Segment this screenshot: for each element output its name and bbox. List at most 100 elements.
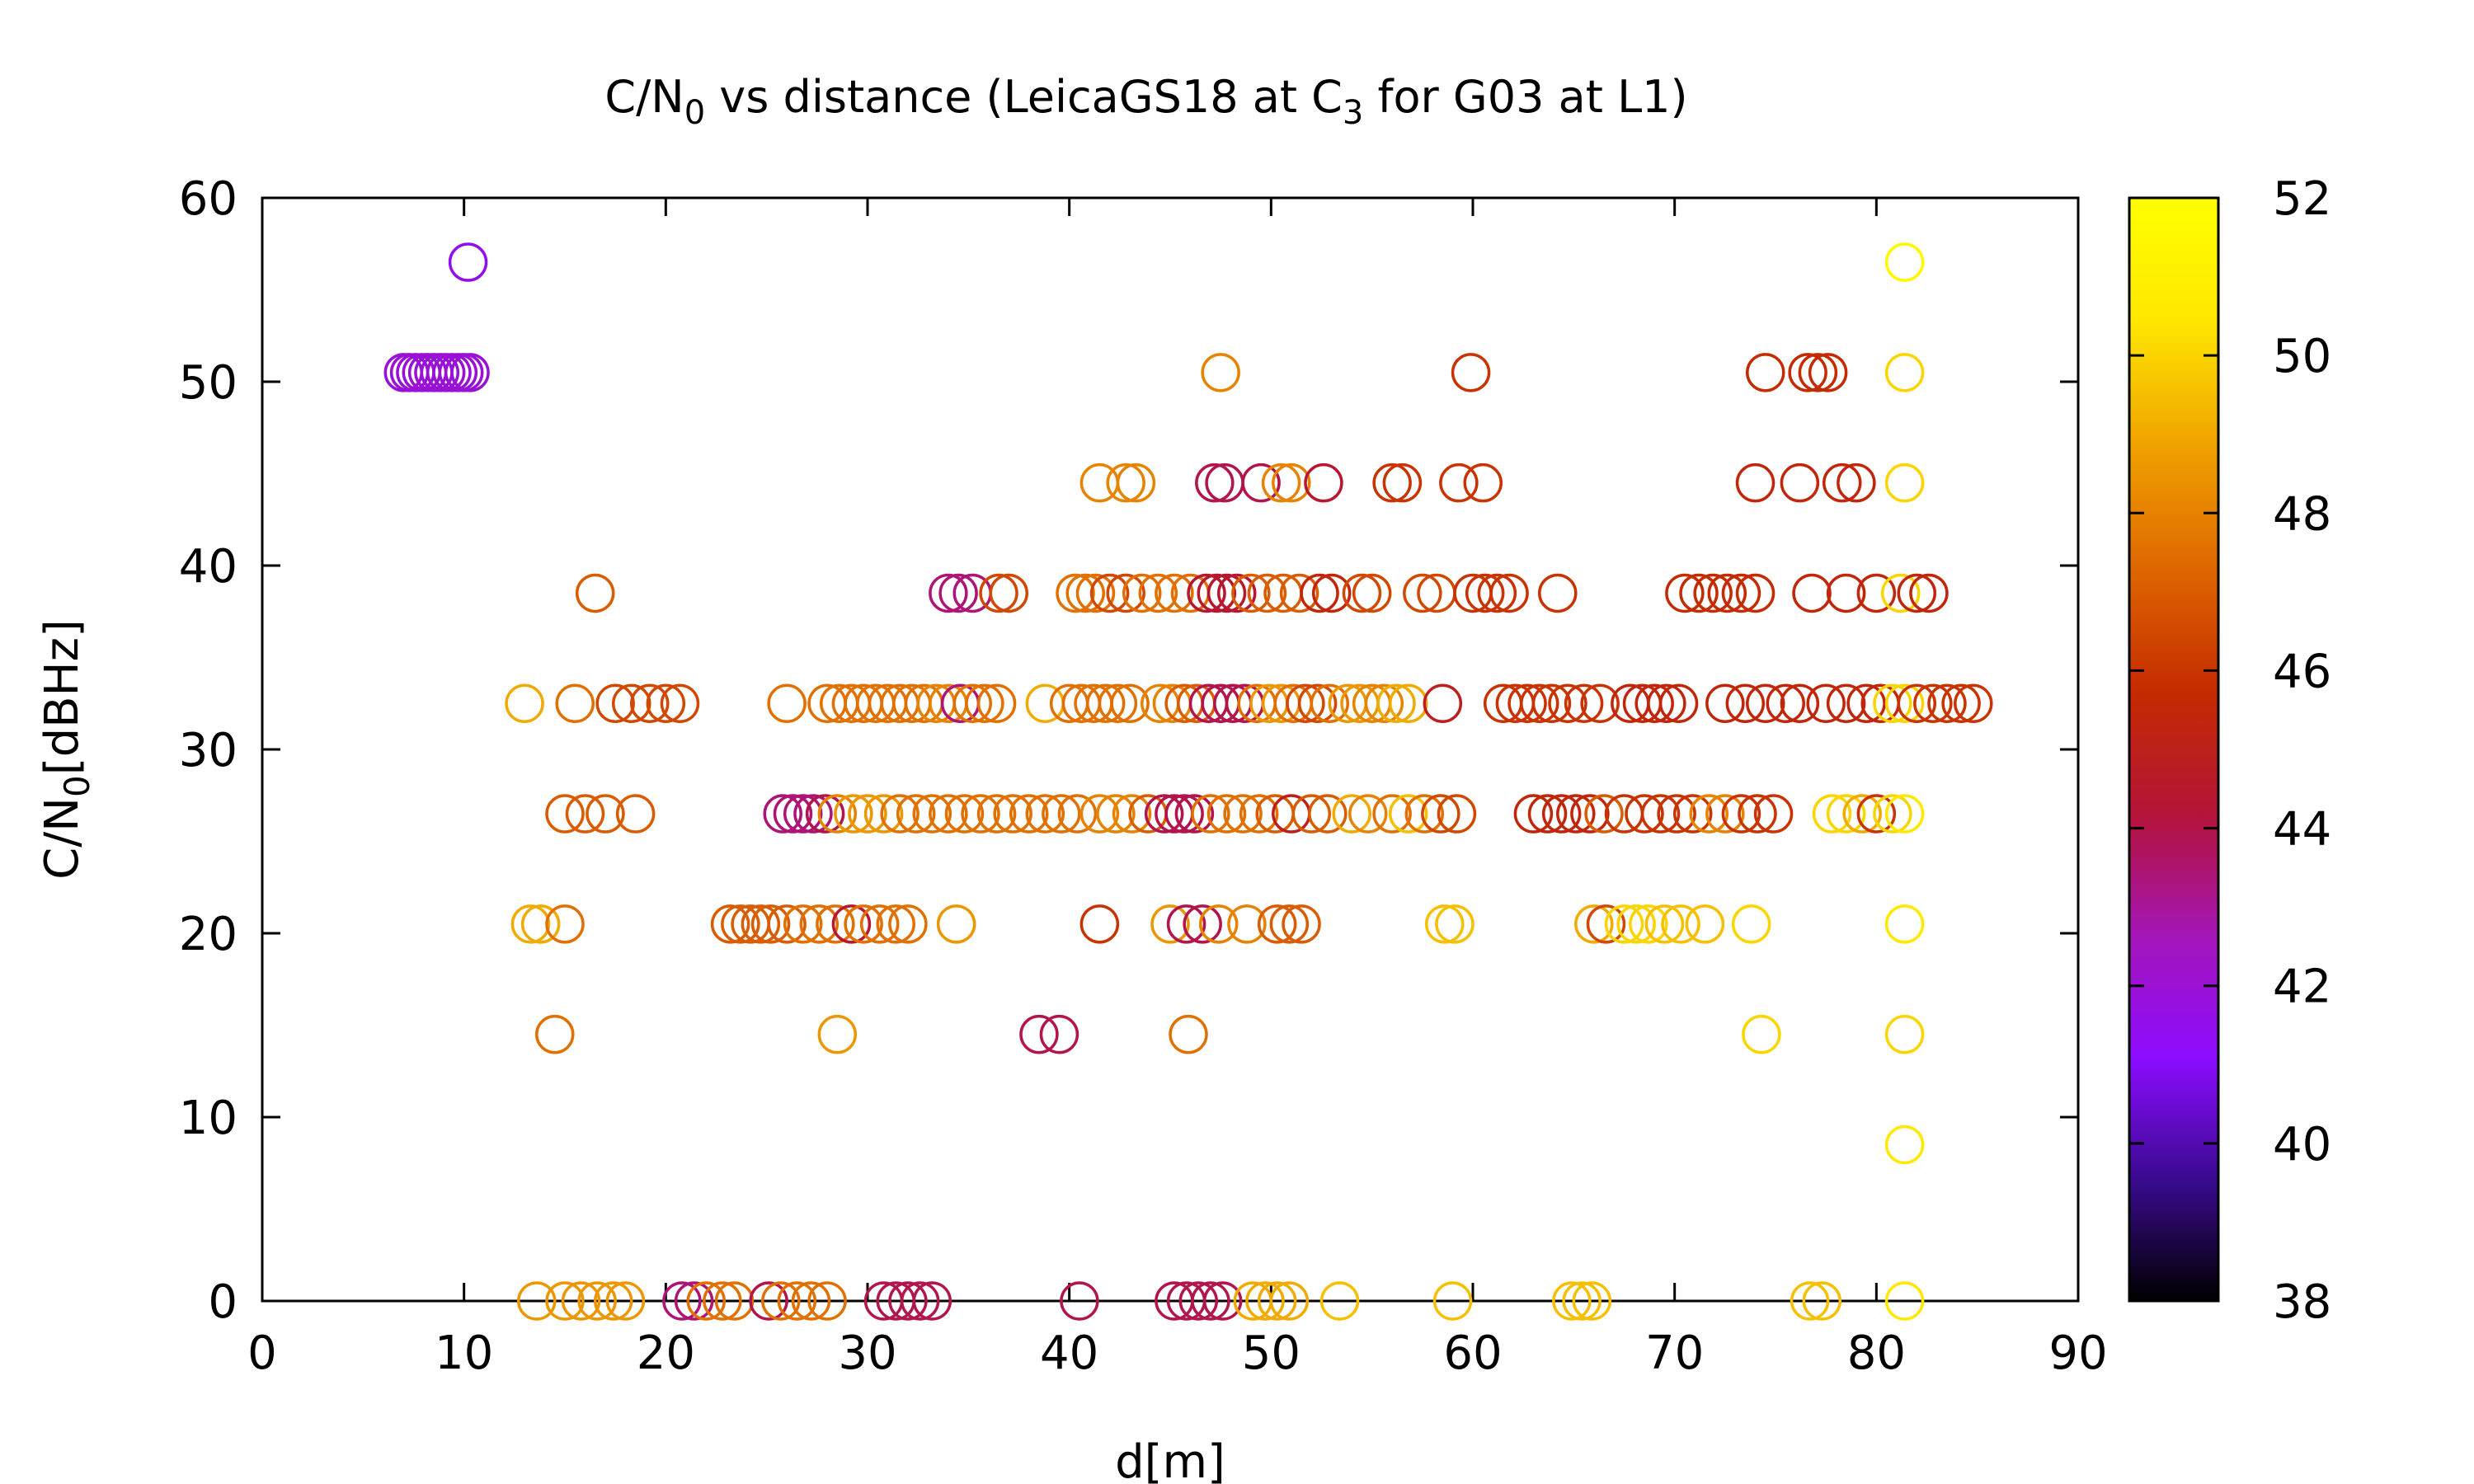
data-point bbox=[1629, 904, 1668, 944]
data-point bbox=[1060, 1281, 1099, 1321]
data-point bbox=[1604, 794, 1644, 834]
data-point bbox=[1941, 683, 1981, 723]
y-tick-label: 30 bbox=[179, 724, 238, 777]
data-point bbox=[1231, 573, 1271, 613]
data-point bbox=[1507, 683, 1547, 723]
data-point bbox=[1150, 904, 1190, 944]
data-point bbox=[1202, 1281, 1243, 1321]
data-point bbox=[1527, 794, 1568, 834]
data-point bbox=[1311, 573, 1352, 613]
data-point bbox=[1112, 794, 1152, 834]
colorbar-tick-label: 46 bbox=[2273, 645, 2331, 698]
data-point bbox=[510, 904, 551, 944]
data-point bbox=[577, 1281, 617, 1321]
data-point bbox=[555, 683, 595, 723]
data-point bbox=[605, 1281, 646, 1321]
data-point bbox=[929, 794, 968, 834]
data-point bbox=[1216, 573, 1257, 613]
x-tick-label: 60 bbox=[1443, 1327, 1502, 1380]
data-point bbox=[1198, 904, 1239, 944]
x-axis-label: d[m] bbox=[1115, 1435, 1225, 1484]
data-point bbox=[1909, 573, 1949, 613]
data-point bbox=[1846, 683, 1886, 723]
data-point bbox=[1661, 904, 1700, 944]
data-point bbox=[1079, 904, 1120, 944]
data-point bbox=[1693, 573, 1733, 613]
data-point bbox=[1439, 463, 1479, 503]
data-point bbox=[1364, 683, 1404, 723]
data-point bbox=[1570, 794, 1610, 834]
data-point bbox=[1572, 1281, 1612, 1321]
data-point bbox=[1884, 1281, 1925, 1321]
data-point bbox=[834, 794, 873, 834]
data-point bbox=[1766, 683, 1805, 723]
data-point bbox=[1873, 683, 1912, 723]
data-point bbox=[1802, 1281, 1842, 1321]
data-point bbox=[1721, 794, 1761, 834]
data-point bbox=[859, 904, 900, 944]
data-point bbox=[593, 1281, 633, 1321]
data-point bbox=[1954, 683, 1993, 723]
data-point bbox=[1707, 573, 1747, 613]
data-point bbox=[961, 794, 1000, 834]
data-point bbox=[1792, 573, 1832, 613]
data-point bbox=[1056, 573, 1095, 613]
data-point bbox=[936, 904, 976, 944]
data-point bbox=[1513, 794, 1554, 834]
data-point bbox=[1746, 683, 1785, 723]
data-point bbox=[686, 1281, 727, 1321]
data-point bbox=[793, 794, 833, 834]
x-tick-label: 20 bbox=[637, 1327, 695, 1380]
data-point bbox=[1884, 463, 1925, 503]
data-point bbox=[741, 904, 781, 944]
data-point bbox=[1826, 794, 1866, 834]
x-tick-label: 80 bbox=[1847, 1327, 1906, 1380]
data-point bbox=[938, 573, 978, 613]
data-point bbox=[1308, 794, 1348, 834]
data-point bbox=[1110, 683, 1150, 723]
data-point bbox=[1269, 1281, 1310, 1321]
data-point bbox=[1616, 904, 1656, 944]
data-point bbox=[1403, 573, 1442, 613]
data-point bbox=[1465, 573, 1505, 613]
data-point bbox=[1873, 794, 1912, 834]
data-point bbox=[1541, 794, 1582, 834]
data-point bbox=[1282, 904, 1321, 944]
data-point bbox=[1025, 794, 1065, 834]
data-point bbox=[1388, 794, 1428, 834]
data-point bbox=[1348, 794, 1388, 834]
data-point bbox=[1310, 683, 1350, 723]
data-point bbox=[1332, 794, 1371, 834]
data-point bbox=[1342, 573, 1382, 613]
data-point bbox=[1826, 683, 1866, 723]
data-point bbox=[993, 794, 1032, 834]
data-point bbox=[662, 1281, 702, 1321]
data-point bbox=[1806, 683, 1846, 723]
data-point bbox=[831, 904, 872, 944]
data-point bbox=[545, 794, 585, 834]
data-point bbox=[965, 683, 1004, 723]
data-point bbox=[1098, 683, 1138, 723]
data-point bbox=[1884, 353, 1925, 392]
data-point bbox=[1424, 904, 1465, 944]
data-point bbox=[1241, 463, 1281, 503]
data-point bbox=[545, 904, 585, 944]
data-point bbox=[1352, 573, 1392, 613]
plot-area bbox=[261, 196, 2080, 1303]
data-point bbox=[710, 904, 750, 944]
data-point bbox=[646, 683, 686, 723]
data-point bbox=[1164, 794, 1204, 834]
data-point bbox=[1257, 904, 1297, 944]
data-point bbox=[1269, 904, 1310, 944]
colorbar-tick-label: 48 bbox=[2273, 487, 2331, 541]
data-point bbox=[1178, 1281, 1219, 1321]
data-point bbox=[630, 683, 670, 723]
data-point bbox=[1552, 1281, 1592, 1321]
data-point bbox=[1319, 1281, 1360, 1321]
data-point bbox=[1897, 573, 1937, 613]
x-tick-label: 30 bbox=[838, 1327, 896, 1380]
colorbar bbox=[2128, 196, 2220, 1303]
data-point bbox=[1790, 1281, 1830, 1321]
data-point bbox=[1116, 463, 1156, 503]
chart-title: C/N0 vs distance (LeicaGS18 at C3 for G0… bbox=[604, 71, 1687, 132]
